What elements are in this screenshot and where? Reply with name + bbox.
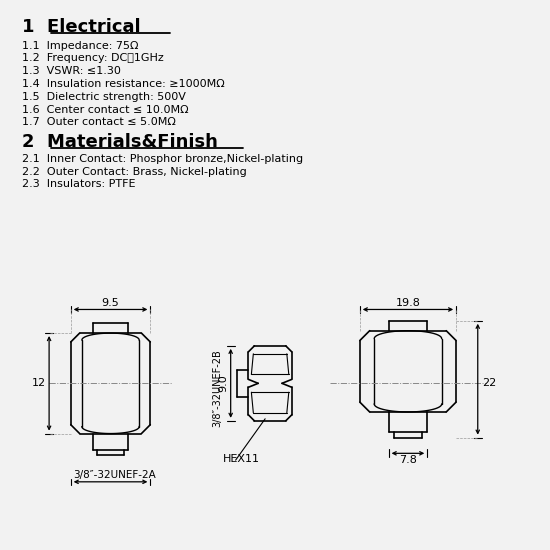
Text: 9.5: 9.5 [102, 298, 119, 307]
Text: 1.5  Dielectric strength: 500V: 1.5 Dielectric strength: 500V [22, 92, 186, 102]
Text: 2.2  Outer Contact: Brass, Nickel-plating: 2.2 Outer Contact: Brass, Nickel-plating [22, 167, 246, 177]
Text: 2.1  Inner Contact: Phosphor bronze,Nickel-plating: 2.1 Inner Contact: Phosphor bronze,Nicke… [22, 154, 303, 164]
Text: 1.4  Insulation resistance: ≥1000MΩ: 1.4 Insulation resistance: ≥1000MΩ [22, 79, 224, 89]
Text: 3/8″-32UNEF-2B: 3/8″-32UNEF-2B [212, 349, 222, 427]
Text: 22: 22 [482, 378, 496, 388]
Text: 2.3  Insulators: PTFE: 2.3 Insulators: PTFE [22, 179, 135, 189]
Text: 1.2  Frequency: DC～1GHz: 1.2 Frequency: DC～1GHz [22, 53, 164, 63]
Text: HEX11: HEX11 [223, 454, 260, 464]
Text: 12: 12 [32, 378, 46, 388]
Text: 9.0: 9.0 [219, 375, 229, 392]
Text: 1  Electrical: 1 Electrical [22, 18, 140, 36]
Text: 19.8: 19.8 [395, 298, 420, 307]
Text: 1.6  Center contact ≤ 10.0MΩ: 1.6 Center contact ≤ 10.0MΩ [22, 104, 189, 114]
Text: 1.3  VSWR: ≤1.30: 1.3 VSWR: ≤1.30 [22, 66, 121, 76]
Text: 1.7  Outer contact ≤ 5.0MΩ: 1.7 Outer contact ≤ 5.0MΩ [22, 117, 176, 128]
Text: 2  Materials&Finish: 2 Materials&Finish [22, 133, 218, 151]
Text: 1.1  Impedance: 75Ω: 1.1 Impedance: 75Ω [22, 41, 139, 51]
Text: 7.8: 7.8 [399, 455, 417, 465]
Text: 3/8″-32UNEF-2A: 3/8″-32UNEF-2A [73, 470, 156, 480]
